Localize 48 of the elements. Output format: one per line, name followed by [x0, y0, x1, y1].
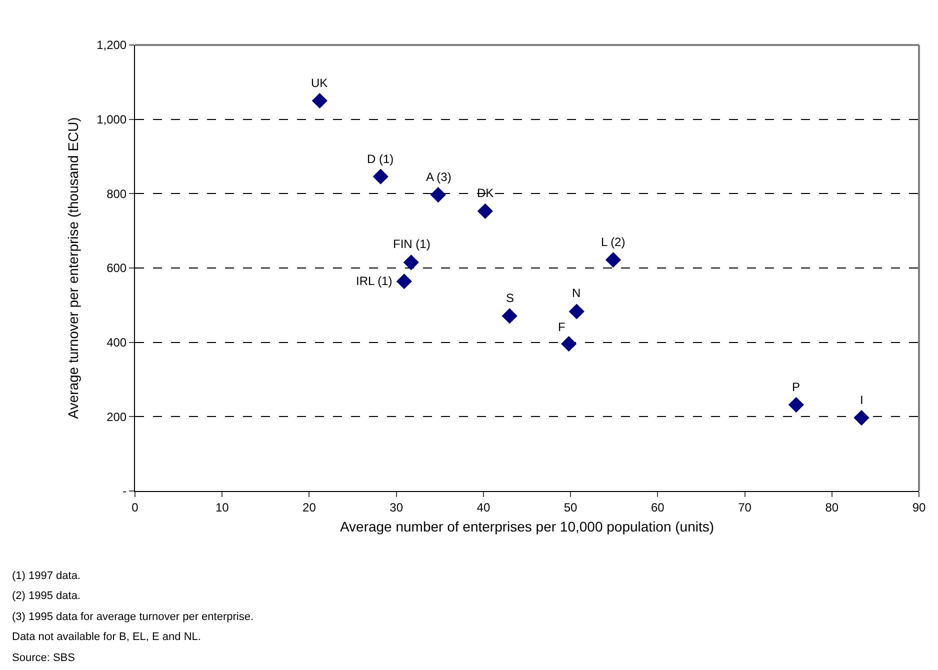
text: (2) 1995 data. [12, 590, 80, 602]
point [854, 410, 870, 426]
y-tick-label: 200 [106, 410, 127, 424]
point [372, 168, 388, 184]
y-tick-label: 1,000 [96, 112, 127, 127]
y-tick-label: 400 [106, 336, 127, 350]
x-tick-label: 80 [825, 500, 839, 514]
annotation: FIN (1) [393, 237, 430, 251]
text: Data not available for B, EL, E and NL. [12, 631, 201, 643]
point [561, 336, 577, 352]
x-axis-title: Average number of enterprises per 10,000 population (units) [340, 518, 714, 535]
annotation: DK [477, 186, 494, 200]
annotation: N [572, 286, 581, 300]
x-tick-label: 20 [302, 500, 316, 514]
point [430, 186, 446, 203]
x-tick-label: 60 [650, 500, 665, 514]
x-tick-label: 10 [215, 500, 230, 514]
y-axis-title: Average turnover per enterprise (thousand ECU) [65, 117, 82, 419]
point [396, 274, 412, 290]
point [502, 308, 518, 324]
point [788, 396, 804, 413]
annotation: IRL (1) [356, 274, 392, 288]
annotation: I [860, 393, 864, 407]
annotation: UK [311, 76, 328, 90]
annotation: L (2) [601, 235, 626, 249]
y-tick-label: - [122, 484, 127, 498]
point [568, 304, 584, 320]
y-tick-label: 800 [106, 186, 127, 201]
x-tick-label: 30 [390, 500, 404, 514]
annotation: A (3) [426, 170, 452, 184]
point [403, 254, 419, 270]
x-tick-label: 40 [476, 500, 490, 514]
x-tick-label: 0 [132, 500, 139, 514]
annotation: D (1) [367, 152, 394, 166]
annotation: F [558, 320, 566, 334]
text: (3) 1995 data for average turnover per enterprise. [12, 611, 254, 623]
point [312, 92, 328, 109]
y-tick-label: 600 [106, 261, 127, 276]
text: (1) 1997 data. [12, 570, 80, 582]
source-note: Source: SBS [12, 652, 75, 664]
x-tick-label: 90 [912, 500, 926, 514]
point [605, 252, 622, 268]
y-tick-label: 1,200 [96, 38, 127, 52]
annotation: S [506, 291, 514, 305]
annotation: P [792, 380, 800, 394]
x-tick-label: 70 [738, 500, 752, 514]
x-tick-label: 50 [564, 500, 578, 514]
point [477, 203, 493, 219]
